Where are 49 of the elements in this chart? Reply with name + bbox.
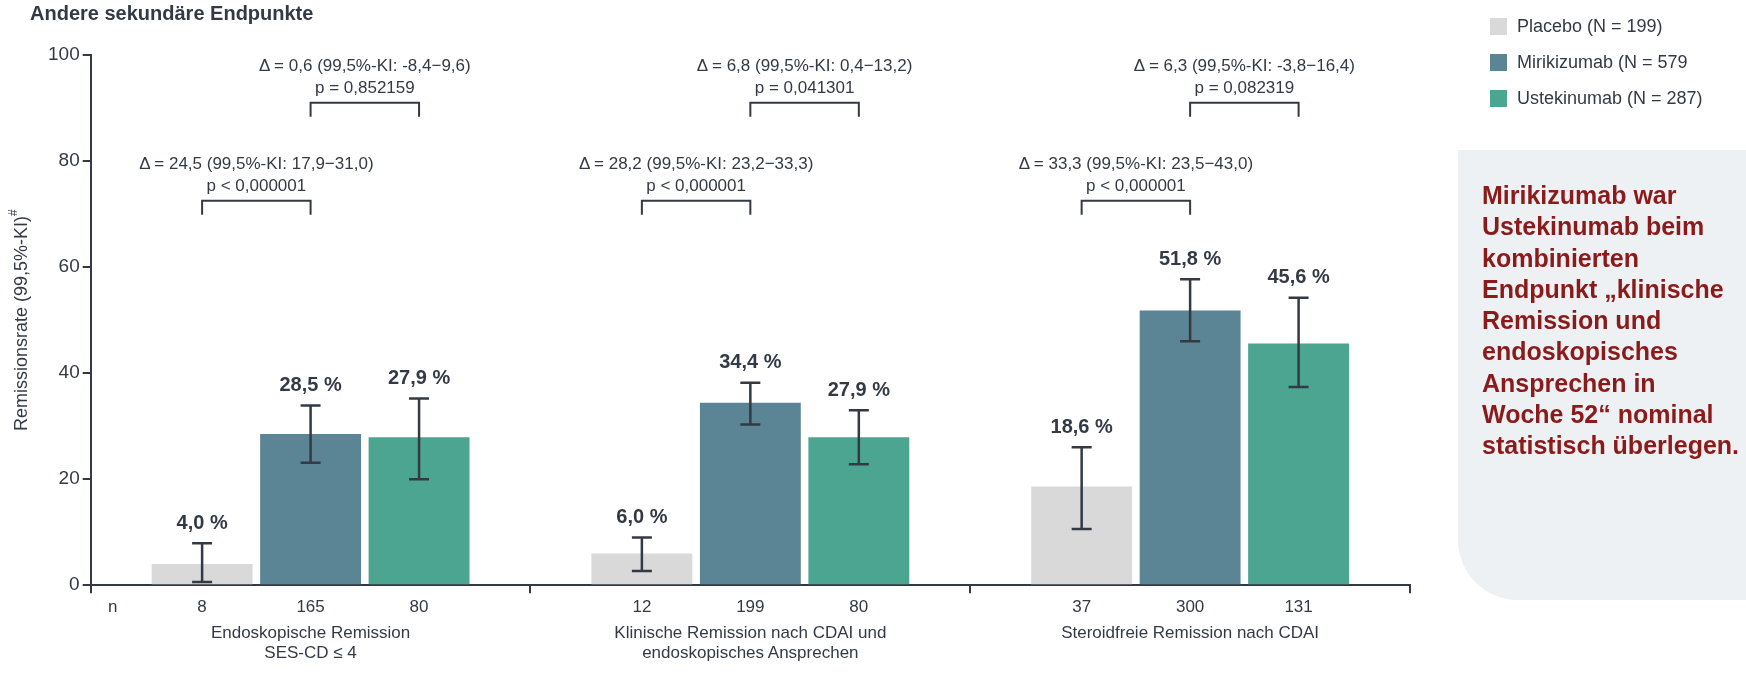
x-tick-label: Steroidfreie Remission nach CDAI — [1061, 623, 1320, 643]
text: 80 — [409, 597, 429, 617]
chart-title: Andere sekundäre Endpunkte — [30, 2, 314, 25]
x-tick-label: Endoskopische Remission SES-CD ≤ 4 — [210, 623, 411, 663]
data-label: 6,0 % — [616, 505, 668, 527]
y-tick-label: 60 — [58, 255, 80, 277]
legend-label: Placebo (N = 199) — [1517, 15, 1663, 37]
y-tick-label: 0 — [69, 573, 80, 595]
annotation: Δ = 24,5 (99,5%-KI: 17,9−31,0) p < 0,000001 — [139, 153, 374, 195]
text: 300 — [1175, 597, 1205, 617]
bar — [1139, 310, 1241, 585]
x-tick-label: Klinische Remission nach CDAI und endoskopisches Ansprechen — [614, 623, 887, 663]
annotation: Δ = 6,3 (99,5%-KI: -3,8−16,4) p = 0,082319 — [1133, 55, 1355, 97]
y-axis-title: Remissionsrate (99,5%-KI)# — [6, 208, 31, 431]
annotation: Δ = 33,3 (99,5%-KI: 23,5−43,0) p < 0,000001 — [1018, 153, 1254, 195]
bar — [368, 437, 470, 585]
y-tick-label: 80 — [58, 149, 80, 171]
annotation: Δ = 0,6 (99,5%-KI: -8,4−9,6) p = 0,852159 — [258, 55, 471, 97]
bar — [151, 563, 253, 585]
annotation: Δ = 28,2 (99,5%-KI: 23,2−33,3) p < 0,000001 — [578, 153, 814, 195]
bar — [591, 553, 693, 585]
text: 199 — [736, 597, 765, 617]
text: 165 — [296, 597, 325, 617]
data-label: 27,9 % — [827, 377, 891, 400]
text: n — [107, 597, 118, 617]
bar — [808, 437, 910, 585]
bar — [1248, 343, 1350, 585]
y-tick-label: 40 — [58, 361, 80, 383]
data-label: 18,6 % — [1050, 414, 1113, 437]
legend-label: Ustekinumab (N = 287) — [1517, 87, 1703, 109]
text: Mirikizumab war Ustekinumab beim kombinierten Endpunkt „klinische Remission und endoskopisches Ansprechen in Woche 52“ nominal statistisch überlegen. — [1482, 181, 1740, 459]
y-tick-label: 100 — [48, 43, 80, 65]
legend-label: Mirikizumab (N = 579 — [1517, 51, 1688, 73]
y-tick-label: 20 — [58, 467, 80, 489]
text: 8 — [197, 597, 207, 617]
bar — [699, 402, 801, 585]
bar — [260, 434, 362, 585]
data-label: 27,9 % — [387, 366, 451, 389]
bar — [1031, 486, 1133, 585]
text: 12 — [632, 597, 652, 617]
text: 131 — [1284, 597, 1313, 617]
text: 37 — [1072, 597, 1092, 617]
data-label: 28,5 % — [279, 372, 342, 395]
data-label: 45,6 % — [1267, 265, 1330, 288]
data-label: 4,0 % — [176, 510, 228, 533]
annotation: Δ = 6,8 (99,5%-KI: 0,4−13,2) p = 0,041301 — [696, 55, 913, 97]
data-label: 51,8 % — [1158, 246, 1222, 269]
data-label: 34,4 % — [719, 350, 782, 373]
text: 80 — [849, 597, 869, 617]
